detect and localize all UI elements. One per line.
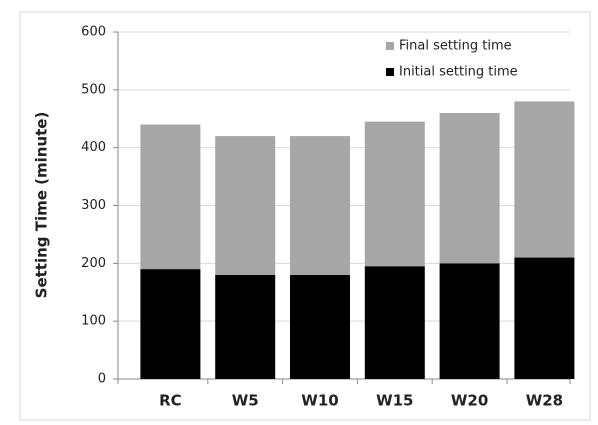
y-tick-label: 200 — [81, 256, 106, 271]
x-tick-label: W15 — [376, 392, 413, 410]
y-tick-label: 300 — [81, 198, 106, 213]
y-tick-label: 100 — [81, 314, 106, 329]
legend-swatch — [386, 68, 394, 76]
y-tick-label: 500 — [81, 82, 106, 97]
x-tick-label: W5 — [232, 392, 259, 410]
y-tick-label: 400 — [81, 140, 106, 155]
y-tick-label: 600 — [81, 25, 106, 40]
bar-segment — [140, 124, 201, 270]
bar-segment — [364, 266, 425, 379]
bar-segment — [290, 136, 350, 275]
bar-segment — [439, 263, 500, 379]
bar-segment — [514, 101, 575, 258]
x-tick-label: W28 — [526, 392, 563, 410]
bar-segment — [514, 257, 575, 379]
legend-label: Initial setting time — [399, 65, 518, 80]
x-tick-label: RC — [159, 392, 182, 410]
bar-segment — [140, 269, 201, 379]
legend-swatch — [386, 42, 394, 50]
bar-segment — [364, 121, 425, 267]
bar-segment — [215, 274, 276, 379]
y-axis-title: Setting Time (minute) — [33, 112, 51, 299]
bar-segment — [439, 112, 500, 264]
legend-label: Final setting time — [399, 39, 512, 54]
y-tick-label: 0 — [98, 372, 106, 387]
bar-segment — [215, 136, 276, 275]
x-tick-label: W10 — [301, 392, 338, 410]
x-tick-label: W20 — [451, 392, 488, 410]
bar-segment — [290, 274, 350, 379]
